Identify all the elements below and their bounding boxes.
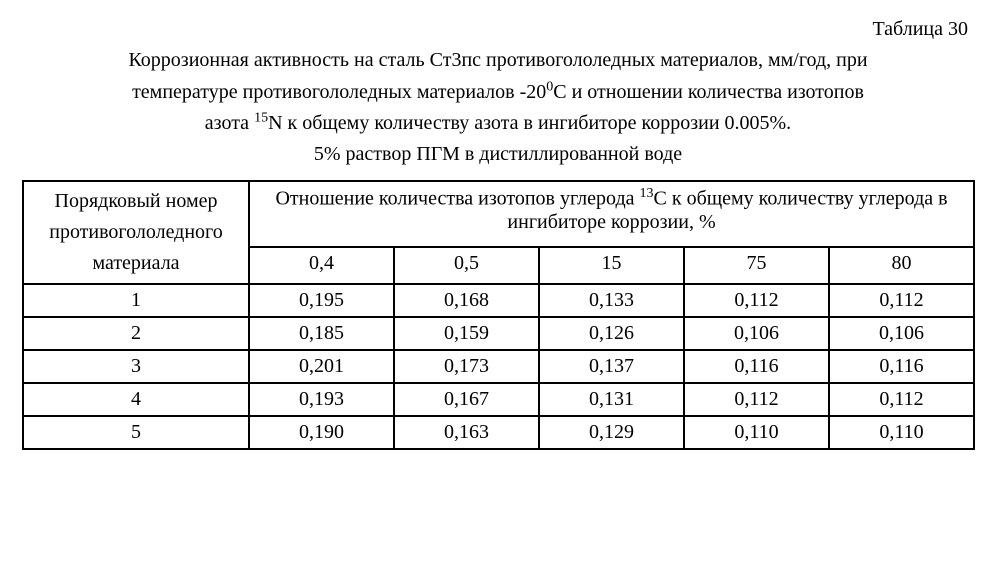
caption-line-3: азота 15N к общему количеству азота в ин… bbox=[205, 112, 791, 134]
table-row: 2 0,185 0,159 0,126 0,106 0,106 bbox=[23, 317, 974, 350]
row-index: 4 bbox=[23, 383, 249, 416]
cell: 0,116 bbox=[829, 350, 974, 383]
column-header: 15 bbox=[539, 247, 684, 285]
row-header-line-1: Порядковый номер bbox=[55, 190, 218, 212]
table-row: 5 0,190 0,163 0,129 0,110 0,110 bbox=[23, 416, 974, 449]
cell: 0,116 bbox=[684, 350, 829, 383]
cell: 0,173 bbox=[394, 350, 539, 383]
column-header: 75 bbox=[684, 247, 829, 285]
cell: 0,167 bbox=[394, 383, 539, 416]
caption-line-4: 5% раствор ПГМ в дистиллированной воде bbox=[314, 143, 682, 165]
row-index: 2 bbox=[23, 317, 249, 350]
row-header-line-3: материала bbox=[92, 252, 179, 274]
row-index: 5 bbox=[23, 416, 249, 449]
cell: 0,168 bbox=[394, 284, 539, 317]
table-row: 4 0,193 0,167 0,131 0,112 0,112 bbox=[23, 383, 974, 416]
column-header: 0,4 bbox=[249, 247, 394, 285]
cell: 0,110 bbox=[829, 416, 974, 449]
cell: 0,137 bbox=[539, 350, 684, 383]
column-header: 0,5 bbox=[394, 247, 539, 285]
cell: 0,110 bbox=[684, 416, 829, 449]
row-index: 1 bbox=[23, 284, 249, 317]
cell: 0,201 bbox=[249, 350, 394, 383]
cell: 0,193 bbox=[249, 383, 394, 416]
table-row: 3 0,201 0,173 0,137 0,116 0,116 bbox=[23, 350, 974, 383]
table-header-row-1: Порядковый номер противогололедного мате… bbox=[23, 181, 974, 247]
cell: 0,112 bbox=[829, 383, 974, 416]
column-header: 80 bbox=[829, 247, 974, 285]
table-row: 1 0,195 0,168 0,133 0,112 0,112 bbox=[23, 284, 974, 317]
corrosion-activity-table: Порядковый номер противогололедного мате… bbox=[22, 180, 975, 450]
cell: 0,106 bbox=[684, 317, 829, 350]
caption-line-2: температуре противогололедных материалов… bbox=[132, 81, 864, 103]
cell: 0,185 bbox=[249, 317, 394, 350]
cell: 0,112 bbox=[684, 383, 829, 416]
table-caption: Коррозионная активность на сталь Ст3пс п… bbox=[22, 45, 974, 176]
cell: 0,106 bbox=[829, 317, 974, 350]
cell: 0,126 bbox=[539, 317, 684, 350]
row-header-line-2: противогололедного bbox=[49, 221, 223, 243]
caption-line-1: Коррозионная активность на сталь Ст3пс п… bbox=[128, 49, 867, 71]
cell: 0,129 bbox=[539, 416, 684, 449]
table-body: 1 0,195 0,168 0,133 0,112 0,112 2 0,185 … bbox=[23, 284, 974, 449]
row-header-label: Порядковый номер противогололедного мате… bbox=[23, 181, 249, 284]
cell: 0,112 bbox=[829, 284, 974, 317]
cell: 0,163 bbox=[394, 416, 539, 449]
row-index: 3 bbox=[23, 350, 249, 383]
cell: 0,159 bbox=[394, 317, 539, 350]
cell: 0,195 bbox=[249, 284, 394, 317]
column-group-header: Отношение количества изотопов углерода 1… bbox=[249, 181, 974, 247]
cell: 0,133 bbox=[539, 284, 684, 317]
cell: 0,131 bbox=[539, 383, 684, 416]
cell: 0,112 bbox=[684, 284, 829, 317]
table-number: Таблица 30 bbox=[22, 18, 974, 45]
cell: 0,190 bbox=[249, 416, 394, 449]
